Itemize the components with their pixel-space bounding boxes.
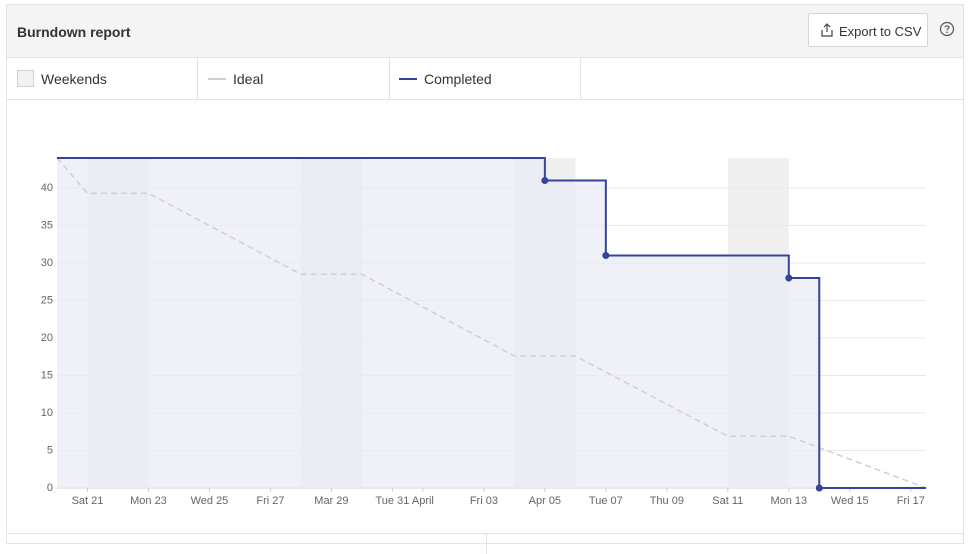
ideal-swatch — [208, 78, 226, 80]
legend-ideal[interactable]: Ideal — [198, 58, 390, 99]
legend-completed[interactable]: Completed — [390, 58, 581, 99]
x-tick-label: Fri 03 — [470, 495, 498, 507]
x-tick-label: Fri 27 — [256, 495, 284, 507]
report-title: Burndown report — [17, 24, 131, 40]
x-tick-label: April — [412, 495, 434, 507]
point — [785, 274, 793, 282]
y-tick-label: 30 — [41, 257, 53, 269]
x-tick-label: Wed 15 — [831, 495, 869, 507]
legend-label: Weekends — [41, 71, 107, 87]
x-tick-label: Mar 29 — [314, 495, 348, 507]
y-tick-label: 25 — [41, 294, 53, 306]
legend: Weekends Ideal Completed — [7, 58, 963, 100]
y-tick-label: 10 — [41, 407, 53, 419]
point — [602, 252, 610, 259]
legend-weekends[interactable]: Weekends — [7, 58, 198, 99]
export-button[interactable]: Export to CSV — [808, 13, 928, 47]
y-tick-label: 15 — [41, 369, 53, 381]
completed-swatch — [399, 78, 417, 80]
header: Burndown report Export to CSV — [7, 5, 963, 58]
export-icon — [821, 23, 833, 37]
x-tick-label: Tue 07 — [589, 495, 623, 507]
weekends-checkbox — [17, 70, 34, 87]
export-label: Export to CSV — [839, 24, 922, 39]
series-line — [57, 157, 926, 489]
legend-label: Ideal — [233, 71, 264, 87]
x-tick-label: Mon 13 — [770, 495, 807, 507]
x-tick-label: Sat 21 — [72, 495, 104, 507]
x-tick-label: Tue 31 — [375, 495, 409, 507]
chart: 0 5 10 15 20 25 30 35 40 Sat 21 Mon 23 Wed 25 Fri 27… — [41, 157, 927, 507]
x-tick-label: Fri 17 — [897, 495, 925, 507]
x-tick-label: Apr 05 — [529, 495, 561, 507]
y-tick-label: 35 — [41, 219, 53, 231]
x-tick-label: Thu 09 — [650, 495, 684, 507]
y-tick-label: 20 — [41, 332, 53, 344]
x-tick-label: Sat 11 — [712, 495, 743, 507]
help-icon[interactable] — [939, 21, 955, 37]
y-tick-label: 40 — [41, 182, 53, 194]
panel: Burndown report Export to CSV Weekends I… — [6, 4, 964, 554]
x-tick-label: Wed 25 — [191, 495, 229, 507]
area — [57, 158, 926, 488]
legend-label: Completed — [424, 71, 492, 87]
x-tick-label: Mon 23 — [130, 495, 167, 507]
bottom-row — [7, 533, 963, 554]
point — [815, 484, 823, 492]
y-tick-label: 5 — [47, 444, 53, 456]
y-tick-label: 0 — [47, 482, 53, 494]
divider — [486, 534, 487, 554]
point — [541, 177, 549, 184]
page: {"header": {"title": "Burndown report", … — [6, 4, 964, 554]
